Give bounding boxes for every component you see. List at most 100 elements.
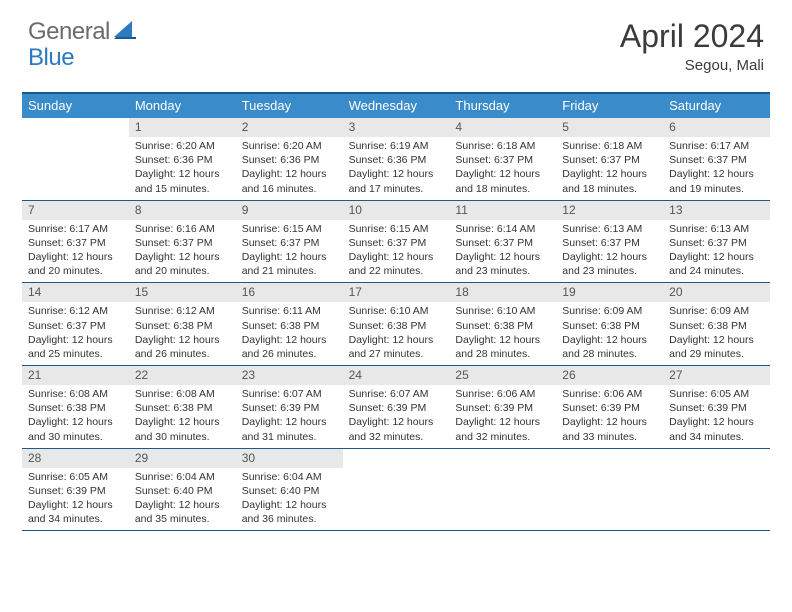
day-cell: 21Sunrise: 6:08 AMSunset: 6:38 PMDayligh… xyxy=(22,366,129,448)
day-number: 14 xyxy=(22,283,129,302)
day-number: 30 xyxy=(236,449,343,468)
day-number: 28 xyxy=(22,449,129,468)
day-number: 29 xyxy=(129,449,236,468)
week-row: 14Sunrise: 6:12 AMSunset: 6:37 PMDayligh… xyxy=(22,283,770,366)
day-cell: 4Sunrise: 6:18 AMSunset: 6:37 PMDaylight… xyxy=(449,118,556,200)
day-content: Sunrise: 6:18 AMSunset: 6:37 PMDaylight:… xyxy=(556,137,663,200)
day-content: Sunrise: 6:13 AMSunset: 6:37 PMDaylight:… xyxy=(663,220,770,283)
day-header: Wednesday xyxy=(343,94,450,118)
day-number: 4 xyxy=(449,118,556,137)
day-cell: 20Sunrise: 6:09 AMSunset: 6:38 PMDayligh… xyxy=(663,283,770,365)
day-number: 11 xyxy=(449,201,556,220)
day-cell: 30Sunrise: 6:04 AMSunset: 6:40 PMDayligh… xyxy=(236,449,343,531)
day-cell: 15Sunrise: 6:12 AMSunset: 6:38 PMDayligh… xyxy=(129,283,236,365)
day-cell: 11Sunrise: 6:14 AMSunset: 6:37 PMDayligh… xyxy=(449,201,556,283)
week-row: 21Sunrise: 6:08 AMSunset: 6:38 PMDayligh… xyxy=(22,366,770,449)
day-cell: 14Sunrise: 6:12 AMSunset: 6:37 PMDayligh… xyxy=(22,283,129,365)
day-number: 20 xyxy=(663,283,770,302)
day-content: Sunrise: 6:10 AMSunset: 6:38 PMDaylight:… xyxy=(343,302,450,365)
day-number: 24 xyxy=(343,366,450,385)
day-number: 7 xyxy=(22,201,129,220)
day-cell: 18Sunrise: 6:10 AMSunset: 6:38 PMDayligh… xyxy=(449,283,556,365)
day-content: Sunrise: 6:07 AMSunset: 6:39 PMDaylight:… xyxy=(236,385,343,448)
day-content: Sunrise: 6:17 AMSunset: 6:37 PMDaylight:… xyxy=(22,220,129,283)
day-number: 17 xyxy=(343,283,450,302)
day-number: 15 xyxy=(129,283,236,302)
day-content: Sunrise: 6:12 AMSunset: 6:37 PMDaylight:… xyxy=(22,302,129,365)
day-header: Sunday xyxy=(22,94,129,118)
day-number: 21 xyxy=(22,366,129,385)
week-row: 28Sunrise: 6:05 AMSunset: 6:39 PMDayligh… xyxy=(22,449,770,532)
day-number: 10 xyxy=(343,201,450,220)
day-number: 2 xyxy=(236,118,343,137)
day-number: 26 xyxy=(556,366,663,385)
day-content: Sunrise: 6:07 AMSunset: 6:39 PMDaylight:… xyxy=(343,385,450,448)
day-cell: 16Sunrise: 6:11 AMSunset: 6:38 PMDayligh… xyxy=(236,283,343,365)
logo-text-general: General xyxy=(28,18,110,46)
day-cell: 5Sunrise: 6:18 AMSunset: 6:37 PMDaylight… xyxy=(556,118,663,200)
day-content: Sunrise: 6:20 AMSunset: 6:36 PMDaylight:… xyxy=(129,137,236,200)
day-number: 12 xyxy=(556,201,663,220)
day-number: 1 xyxy=(129,118,236,137)
day-content: Sunrise: 6:05 AMSunset: 6:39 PMDaylight:… xyxy=(22,468,129,531)
week-row: 1Sunrise: 6:20 AMSunset: 6:36 PMDaylight… xyxy=(22,118,770,201)
day-cell: 28Sunrise: 6:05 AMSunset: 6:39 PMDayligh… xyxy=(22,449,129,531)
day-cell xyxy=(22,118,129,200)
day-header: Tuesday xyxy=(236,94,343,118)
day-number: 16 xyxy=(236,283,343,302)
day-cell: 24Sunrise: 6:07 AMSunset: 6:39 PMDayligh… xyxy=(343,366,450,448)
day-number: 8 xyxy=(129,201,236,220)
day-content: Sunrise: 6:09 AMSunset: 6:38 PMDaylight:… xyxy=(663,302,770,365)
header: General April 2024 Segou, Mali xyxy=(0,0,792,84)
day-cell: 26Sunrise: 6:06 AMSunset: 6:39 PMDayligh… xyxy=(556,366,663,448)
day-header: Monday xyxy=(129,94,236,118)
day-cell xyxy=(663,449,770,531)
day-cell: 8Sunrise: 6:16 AMSunset: 6:37 PMDaylight… xyxy=(129,201,236,283)
day-content: Sunrise: 6:15 AMSunset: 6:37 PMDaylight:… xyxy=(343,220,450,283)
day-number: 9 xyxy=(236,201,343,220)
day-cell: 19Sunrise: 6:09 AMSunset: 6:38 PMDayligh… xyxy=(556,283,663,365)
logo-text-blue: Blue xyxy=(28,44,74,71)
day-number: 6 xyxy=(663,118,770,137)
day-cell: 6Sunrise: 6:17 AMSunset: 6:37 PMDaylight… xyxy=(663,118,770,200)
day-content: Sunrise: 6:18 AMSunset: 6:37 PMDaylight:… xyxy=(449,137,556,200)
day-number: 5 xyxy=(556,118,663,137)
logo-sail-icon xyxy=(114,21,136,44)
title-block: April 2024 Segou, Mali xyxy=(620,18,764,74)
day-cell xyxy=(343,449,450,531)
day-content: Sunrise: 6:09 AMSunset: 6:38 PMDaylight:… xyxy=(556,302,663,365)
day-cell: 3Sunrise: 6:19 AMSunset: 6:36 PMDaylight… xyxy=(343,118,450,200)
location-text: Segou, Mali xyxy=(620,57,764,74)
day-number: 18 xyxy=(449,283,556,302)
day-number: 3 xyxy=(343,118,450,137)
day-number: 22 xyxy=(129,366,236,385)
day-number: 13 xyxy=(663,201,770,220)
day-content: Sunrise: 6:08 AMSunset: 6:38 PMDaylight:… xyxy=(22,385,129,448)
day-header-row: SundayMondayTuesdayWednesdayThursdayFrid… xyxy=(22,94,770,118)
day-content: Sunrise: 6:04 AMSunset: 6:40 PMDaylight:… xyxy=(236,468,343,531)
day-cell: 13Sunrise: 6:13 AMSunset: 6:37 PMDayligh… xyxy=(663,201,770,283)
day-content: Sunrise: 6:15 AMSunset: 6:37 PMDaylight:… xyxy=(236,220,343,283)
day-number: 27 xyxy=(663,366,770,385)
day-content: Sunrise: 6:04 AMSunset: 6:40 PMDaylight:… xyxy=(129,468,236,531)
day-header: Friday xyxy=(556,94,663,118)
day-cell: 17Sunrise: 6:10 AMSunset: 6:38 PMDayligh… xyxy=(343,283,450,365)
day-cell: 10Sunrise: 6:15 AMSunset: 6:37 PMDayligh… xyxy=(343,201,450,283)
calendar: SundayMondayTuesdayWednesdayThursdayFrid… xyxy=(22,92,770,531)
day-cell: 25Sunrise: 6:06 AMSunset: 6:39 PMDayligh… xyxy=(449,366,556,448)
day-content: Sunrise: 6:19 AMSunset: 6:36 PMDaylight:… xyxy=(343,137,450,200)
logo-line2: Blue xyxy=(28,44,74,72)
day-cell: 12Sunrise: 6:13 AMSunset: 6:37 PMDayligh… xyxy=(556,201,663,283)
week-row: 7Sunrise: 6:17 AMSunset: 6:37 PMDaylight… xyxy=(22,201,770,284)
day-cell: 2Sunrise: 6:20 AMSunset: 6:36 PMDaylight… xyxy=(236,118,343,200)
day-content: Sunrise: 6:05 AMSunset: 6:39 PMDaylight:… xyxy=(663,385,770,448)
day-content: Sunrise: 6:13 AMSunset: 6:37 PMDaylight:… xyxy=(556,220,663,283)
day-cell: 1Sunrise: 6:20 AMSunset: 6:36 PMDaylight… xyxy=(129,118,236,200)
day-cell: 27Sunrise: 6:05 AMSunset: 6:39 PMDayligh… xyxy=(663,366,770,448)
day-content: Sunrise: 6:06 AMSunset: 6:39 PMDaylight:… xyxy=(556,385,663,448)
day-number: 19 xyxy=(556,283,663,302)
day-content: Sunrise: 6:20 AMSunset: 6:36 PMDaylight:… xyxy=(236,137,343,200)
day-content: Sunrise: 6:06 AMSunset: 6:39 PMDaylight:… xyxy=(449,385,556,448)
day-content: Sunrise: 6:14 AMSunset: 6:37 PMDaylight:… xyxy=(449,220,556,283)
day-content: Sunrise: 6:10 AMSunset: 6:38 PMDaylight:… xyxy=(449,302,556,365)
